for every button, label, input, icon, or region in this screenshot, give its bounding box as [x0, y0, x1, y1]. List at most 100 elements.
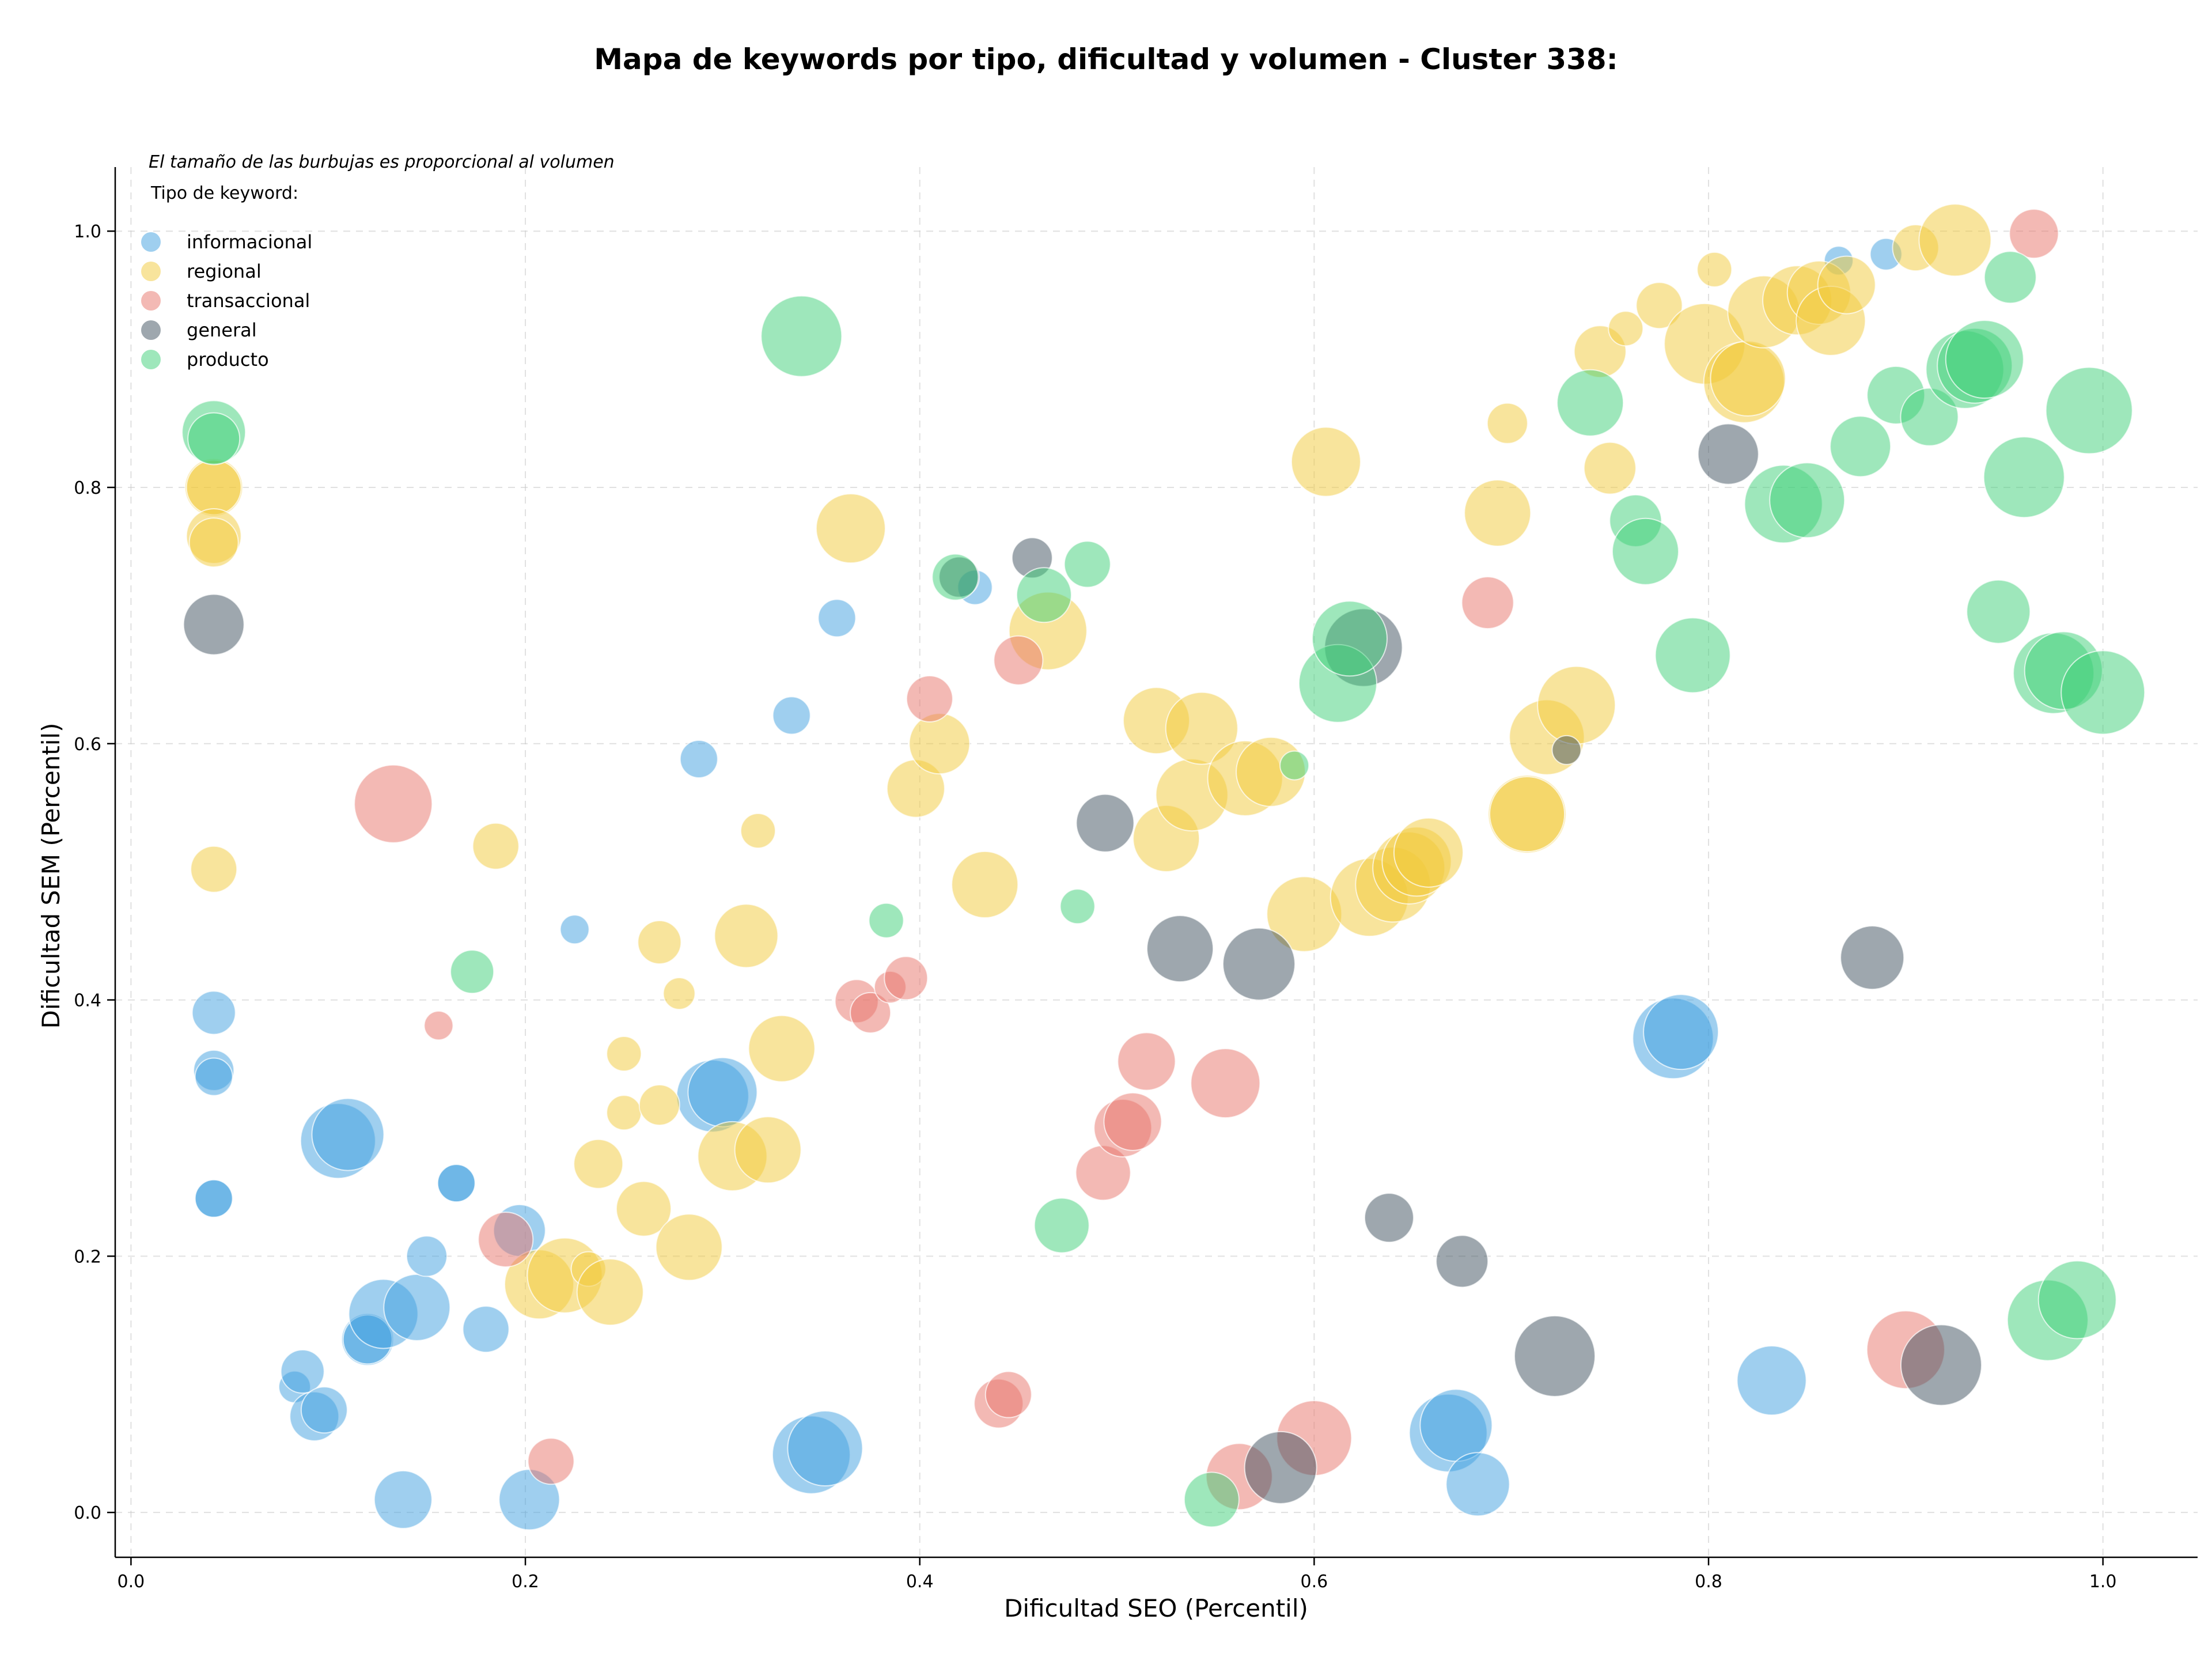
bubble-transaccional	[906, 675, 953, 722]
bubble-transaccional	[884, 956, 929, 1001]
y-tick-label: 0.4	[74, 991, 101, 1011]
bubble-informacional	[787, 1410, 863, 1486]
bubble-informacional	[311, 1098, 385, 1171]
bubble-regional	[662, 977, 696, 1010]
bubble-regional	[734, 1116, 802, 1184]
bubble-regional	[1393, 817, 1464, 888]
legend-marker-informacional	[141, 232, 161, 252]
bubble-regional	[1464, 479, 1532, 547]
chart-title: Mapa de keywords por tipo, dificultad y …	[594, 43, 1618, 76]
bubble-informacional	[300, 1386, 348, 1434]
bubble-producto	[1063, 540, 1111, 588]
bubble-producto	[2037, 1260, 2117, 1340]
bubble-informacional	[687, 1057, 758, 1127]
bubble-regional	[637, 920, 682, 964]
bubble-general	[1146, 915, 1214, 983]
legend: informacional regional transaccional genera…	[141, 231, 312, 370]
bubble-transaccional	[527, 1437, 575, 1485]
bubble-general	[1697, 423, 1759, 485]
x-tick-label: 0.4	[906, 1572, 934, 1592]
bubble-transaccional	[423, 1011, 454, 1041]
legend-marker-producto	[141, 350, 161, 369]
bubble-regional	[1635, 282, 1683, 330]
bubble-regional	[740, 813, 776, 849]
bubble-informacional	[191, 990, 236, 1035]
bubble-transaccional	[850, 992, 892, 1034]
bubble-informacional	[679, 739, 718, 778]
y-tick-label: 0.6	[74, 735, 101, 755]
bubble-producto	[1983, 251, 2037, 304]
bubble-regional	[1608, 311, 1644, 347]
bubble-regional	[815, 493, 886, 564]
bubble-general	[1435, 1235, 1489, 1288]
bubble-producto	[1769, 462, 1846, 539]
x-axis-label: Dificultad SEO (Percentil)	[1004, 1594, 1308, 1622]
x-tick-label: 0.6	[1301, 1572, 1328, 1592]
bubble-informacional	[280, 1349, 325, 1394]
bubble-transaccional	[1461, 576, 1514, 630]
bubble-informacional	[817, 599, 857, 638]
bubble-informacional	[772, 696, 811, 735]
bubble-general	[1840, 925, 1905, 990]
legend-title: Tipo de keyword:	[150, 183, 298, 203]
bubble-general	[1551, 735, 1582, 765]
y-tick-label: 0.2	[74, 1247, 101, 1267]
bubble-transaccional	[1117, 1032, 1176, 1091]
bubble-regional	[576, 1258, 644, 1326]
bubble-informacional	[559, 914, 590, 945]
bubble-producto	[931, 553, 979, 601]
bubble-producto	[1654, 617, 1731, 694]
legend-marker-general	[141, 320, 161, 340]
legend-marker-regional	[141, 262, 161, 281]
bubble-producto	[1016, 567, 1072, 623]
bubble-general	[1363, 1193, 1414, 1243]
bubble-producto	[2061, 650, 2146, 735]
y-tick-label: 0.0	[74, 1503, 101, 1523]
bubble-producto	[1611, 517, 1679, 585]
bubble-producto	[1183, 1471, 1240, 1528]
bubble-producto	[187, 412, 241, 466]
bubble-regional	[1290, 426, 1361, 497]
bubble-informacional	[406, 1235, 448, 1277]
bubble-regional	[615, 1181, 672, 1237]
bubble-transaccional	[984, 1371, 1032, 1418]
bubble-producto	[1983, 436, 2065, 519]
bubble-regional	[1489, 776, 1566, 853]
bubble-regional	[908, 713, 971, 775]
y-tick-label: 1.0	[74, 222, 101, 242]
bubble-general	[1244, 1431, 1317, 1504]
bubble-regional	[190, 845, 238, 893]
bubble-informacional	[383, 1273, 451, 1341]
bubble-informacional	[1419, 1388, 1493, 1462]
bubble-producto	[1311, 600, 1388, 677]
bubble-regional	[1537, 665, 1616, 745]
bubble-regional	[573, 1138, 624, 1189]
y-axis-label: Dificultad SEM (Percentil)	[37, 723, 65, 1029]
bubble-regional	[1583, 441, 1637, 495]
bubble-transaccional	[1190, 1048, 1261, 1119]
bubble-regional	[1696, 251, 1733, 287]
bubble-regional	[951, 850, 1019, 918]
bubble-regional	[1817, 255, 1876, 315]
legend-label-regional: regional	[187, 260, 262, 282]
x-tick-label: 0.8	[1695, 1572, 1722, 1592]
bubble-layer	[181, 203, 2146, 1531]
legend-label-general: general	[187, 319, 257, 341]
x-tick-label: 0.2	[512, 1572, 539, 1592]
bubble-transaccional	[478, 1211, 534, 1267]
bubble-informacional	[437, 1164, 476, 1203]
bubble-transaccional	[1103, 1092, 1162, 1151]
legend-label-informacional: informacional	[187, 231, 312, 253]
bubble-transaccional	[993, 635, 1044, 686]
bubble-producto	[1945, 320, 2024, 399]
bubble-producto	[2045, 366, 2133, 455]
bubble-producto	[450, 949, 495, 994]
bubble-producto	[1830, 415, 1892, 478]
bubble-producto	[1033, 1197, 1090, 1254]
bubble-informacional	[194, 1179, 233, 1218]
bubble-informacional	[373, 1470, 433, 1529]
bubble-producto	[1556, 369, 1624, 437]
bubble-regional	[1486, 402, 1528, 444]
bubble-general	[1075, 793, 1135, 853]
